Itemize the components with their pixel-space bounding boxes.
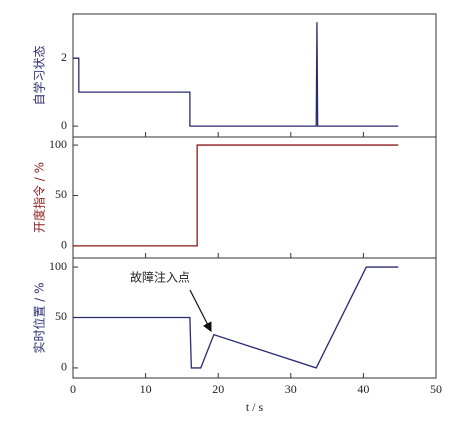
x-tick-label: 10 xyxy=(140,382,152,396)
y-axis-label: 实时位置 / % xyxy=(32,282,47,353)
y-axis-label: 自学习状态 xyxy=(32,45,47,105)
y-tick-label: 50 xyxy=(55,309,67,323)
y-tick-label: 0 xyxy=(61,118,67,132)
y-tick-label: 0 xyxy=(61,238,67,252)
y-axis-label: 开度指令 / % xyxy=(32,162,47,233)
x-axis-label: t / s xyxy=(246,400,264,414)
plot-frame xyxy=(72,13,437,138)
x-tick-label: 40 xyxy=(357,382,369,396)
y-tick-label: 50 xyxy=(55,187,67,201)
x-tick-label: 20 xyxy=(212,382,224,396)
y-tick-label: 100 xyxy=(49,259,67,273)
x-tick-label: 50 xyxy=(430,382,442,396)
x-tick-label: 0 xyxy=(70,382,76,396)
annotation: 故障注入点 xyxy=(130,270,190,285)
data-line xyxy=(73,266,399,369)
y-tick-label: 0 xyxy=(61,360,67,374)
plot-frame xyxy=(72,136,437,259)
y-tick-label: 100 xyxy=(49,137,67,151)
y-tick-label: 2 xyxy=(61,50,67,64)
data-line xyxy=(73,22,399,127)
data-line xyxy=(73,144,399,247)
x-tick-label: 30 xyxy=(285,382,297,396)
annotation-arrow xyxy=(189,289,212,333)
